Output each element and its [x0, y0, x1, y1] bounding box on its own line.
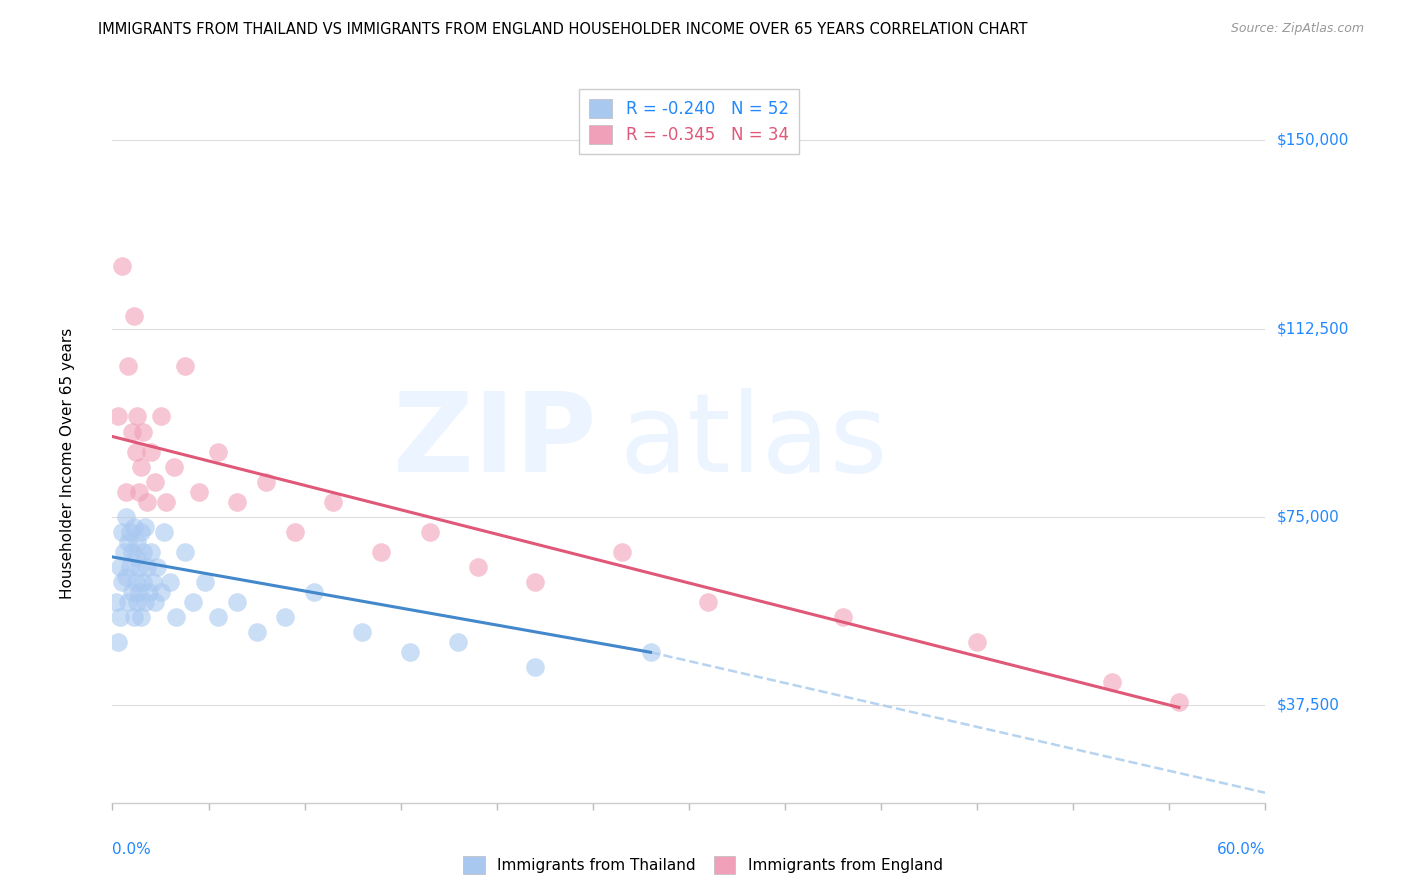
Point [127, 595, 149, 609]
Text: Householder Income Over 65 years: Householder Income Over 65 years [60, 328, 75, 599]
Point [134, 520, 156, 534]
Point [124, 574, 146, 589]
Point [136, 494, 159, 508]
Point [145, 560, 167, 574]
Point [149, 409, 172, 424]
Text: $37,500: $37,500 [1277, 698, 1340, 713]
Point [1101, 675, 1123, 690]
Point [524, 660, 547, 674]
Point [142, 574, 165, 589]
Point [117, 359, 139, 374]
Text: $112,500: $112,500 [1277, 321, 1348, 336]
Point [370, 545, 392, 559]
Text: $150,000: $150,000 [1277, 133, 1348, 148]
Point [121, 585, 143, 599]
Point [111, 259, 134, 273]
Point [129, 459, 153, 474]
Point [304, 585, 326, 599]
Point [274, 610, 297, 624]
Point [118, 524, 141, 539]
Point [610, 545, 633, 559]
Point [129, 524, 153, 539]
Point [640, 645, 662, 659]
Text: 60.0%: 60.0% [1218, 842, 1265, 856]
Point [115, 484, 138, 499]
Point [115, 509, 138, 524]
Point [122, 309, 145, 323]
Point [174, 359, 197, 374]
Point [111, 524, 134, 539]
Point [121, 425, 143, 439]
Point [121, 545, 143, 559]
Point [419, 524, 441, 539]
Point [207, 610, 229, 624]
Point [1168, 696, 1191, 710]
Point [155, 494, 177, 508]
Point [122, 610, 145, 624]
Point [128, 585, 150, 599]
Point [322, 494, 344, 508]
Point [524, 574, 547, 589]
Point [254, 475, 277, 489]
Point [117, 534, 139, 549]
Point [226, 595, 249, 609]
Point [966, 635, 988, 649]
Point [143, 595, 166, 609]
Point [107, 635, 129, 649]
Point [132, 545, 155, 559]
Point [105, 595, 128, 609]
Point [467, 560, 489, 574]
Point [108, 560, 131, 574]
Point [122, 520, 145, 534]
Point [163, 459, 186, 474]
Point [143, 475, 166, 489]
Point [124, 549, 146, 564]
Point [153, 524, 176, 539]
Point [134, 595, 156, 609]
Text: 0.0%: 0.0% [112, 842, 152, 856]
Legend: Immigrants from Thailand, Immigrants from England: Immigrants from Thailand, Immigrants fro… [457, 850, 949, 880]
Point [127, 534, 149, 549]
Point [127, 409, 149, 424]
Point [112, 545, 135, 559]
Point [188, 484, 211, 499]
Text: ZIP: ZIP [394, 388, 596, 495]
Legend: R = -0.240   N = 52, R = -0.345   N = 34: R = -0.240 N = 52, R = -0.345 N = 34 [579, 88, 799, 153]
Point [697, 595, 720, 609]
Point [128, 484, 150, 499]
Point [136, 560, 159, 574]
Text: atlas: atlas [620, 388, 889, 495]
Point [159, 574, 181, 589]
Point [831, 610, 853, 624]
Point [108, 610, 131, 624]
Point [118, 560, 141, 574]
Point [246, 625, 269, 640]
Point [107, 409, 129, 424]
Point [132, 425, 155, 439]
Text: Source: ZipAtlas.com: Source: ZipAtlas.com [1230, 22, 1364, 36]
Point [284, 524, 307, 539]
Point [139, 545, 162, 559]
Point [352, 625, 374, 640]
Point [111, 574, 134, 589]
Text: $75,000: $75,000 [1277, 509, 1340, 524]
Point [447, 635, 470, 649]
Point [117, 595, 139, 609]
Point [207, 444, 229, 458]
Point [138, 585, 160, 599]
Point [165, 610, 187, 624]
Point [115, 570, 138, 584]
Point [149, 585, 172, 599]
Point [226, 494, 249, 508]
Point [181, 595, 204, 609]
Point [128, 560, 150, 574]
Point [139, 444, 162, 458]
Point [399, 645, 422, 659]
Text: IMMIGRANTS FROM THAILAND VS IMMIGRANTS FROM ENGLAND HOUSEHOLDER INCOME OVER 65 Y: IMMIGRANTS FROM THAILAND VS IMMIGRANTS F… [98, 22, 1028, 37]
Point [124, 444, 146, 458]
Point [129, 610, 153, 624]
Point [132, 574, 155, 589]
Point [194, 574, 217, 589]
Point [174, 545, 197, 559]
